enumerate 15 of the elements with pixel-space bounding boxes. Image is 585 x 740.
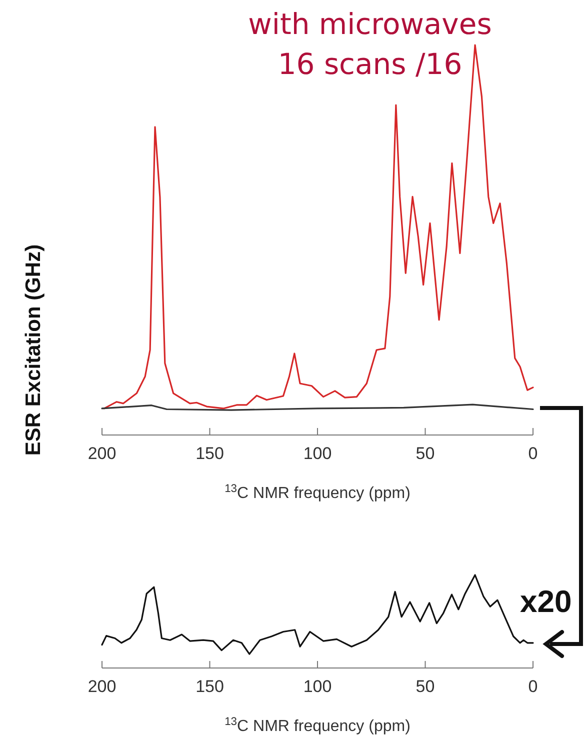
x-tick-label: 150 — [196, 677, 224, 696]
x-tick-label: 50 — [416, 677, 435, 696]
annotation: x20 — [520, 584, 572, 619]
x-tick-label: 200 — [88, 444, 116, 464]
x-axis-title: $^{13}$C NMR frequency (ppm) — [224, 716, 410, 735]
x-axis-title: $^{13}$C NMR frequency (ppm) — [224, 483, 410, 502]
y-axis-title: ESR Excitation (GHz) — [22, 244, 45, 456]
chart-title: with microwaves 16 scans /16 — [248, 7, 492, 81]
x-tick-label: 200 — [88, 677, 116, 696]
x-tick-label: 150 — [196, 444, 224, 464]
x-tick-label: 0 — [528, 677, 538, 696]
x-tick-label: 0 — [528, 444, 538, 464]
x-tick-label: 100 — [303, 444, 332, 464]
x-tick-label: 50 — [416, 444, 435, 464]
x-tick-label: 100 — [303, 677, 332, 696]
